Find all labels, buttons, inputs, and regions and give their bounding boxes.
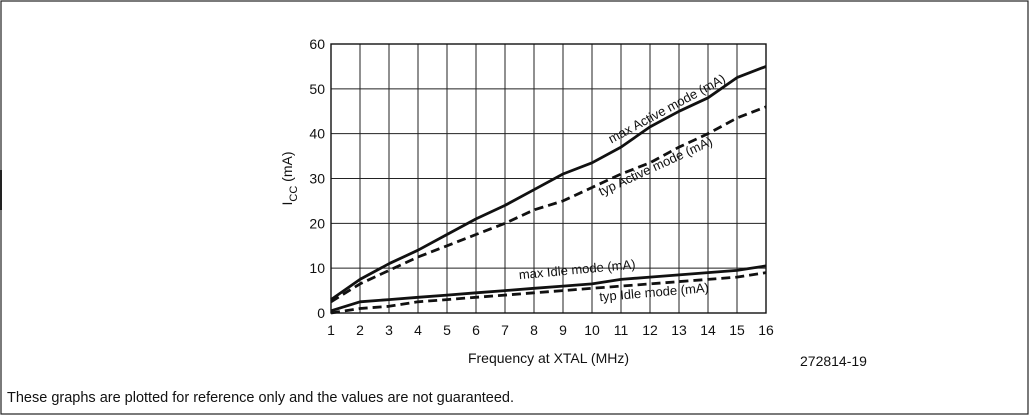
series-line-2 [330,264,767,313]
y-tick-label: 20 [309,215,325,231]
icc-vs-frequency-chart: 1 2 3 4 5 6 7 8 9 10 11 12 13 14 15 160102030405060Freq… [279,36,774,366]
y-tick-label: 40 [309,126,325,142]
x-tick-label: 3 [385,322,393,338]
footnote-text: These graphs are plotted for reference o… [7,390,515,406]
x-tick-label: 13 [671,322,687,338]
x-tick-label: 5 [443,322,451,338]
series-line-0 [330,65,767,301]
x-tick-label: 6 [472,322,480,338]
x-tick-label: 1 [327,322,335,338]
y-tick-label: 30 [309,171,325,187]
series-label-3: typ Idle mode (mA) [599,280,710,304]
x-tick-label: 11 [614,322,629,338]
x-tick-label: 14 [700,322,716,338]
x-tick-label: 8 [530,322,538,338]
y-axis-label: ICC (mA) [279,152,300,206]
x-tick-label: 2 [356,322,364,338]
x-tick-label: 12 [642,322,658,338]
x-tick-label: 7 [501,322,509,338]
x-tick-label: 10 [584,322,600,338]
series-label-0: max Active mode (mA) [606,71,728,146]
y-tick-label: 60 [309,36,325,52]
series-line-1 [330,105,767,303]
x-axis-label: Frequency at XTAL (MHz) [468,350,629,366]
figure-id-label: 272814-19 [800,353,867,369]
x-tick-label: 15 [729,322,745,338]
x-tick-label: 4 [414,322,422,338]
x-tick-label: 16 [758,322,774,338]
x-tick-label: 9 [559,322,567,338]
y-tick-label: 0 [317,305,325,321]
y-tick-label: 50 [309,81,325,97]
plot-border [330,43,767,314]
series-line-3 [330,271,767,315]
y-tick-label: 10 [309,260,325,276]
